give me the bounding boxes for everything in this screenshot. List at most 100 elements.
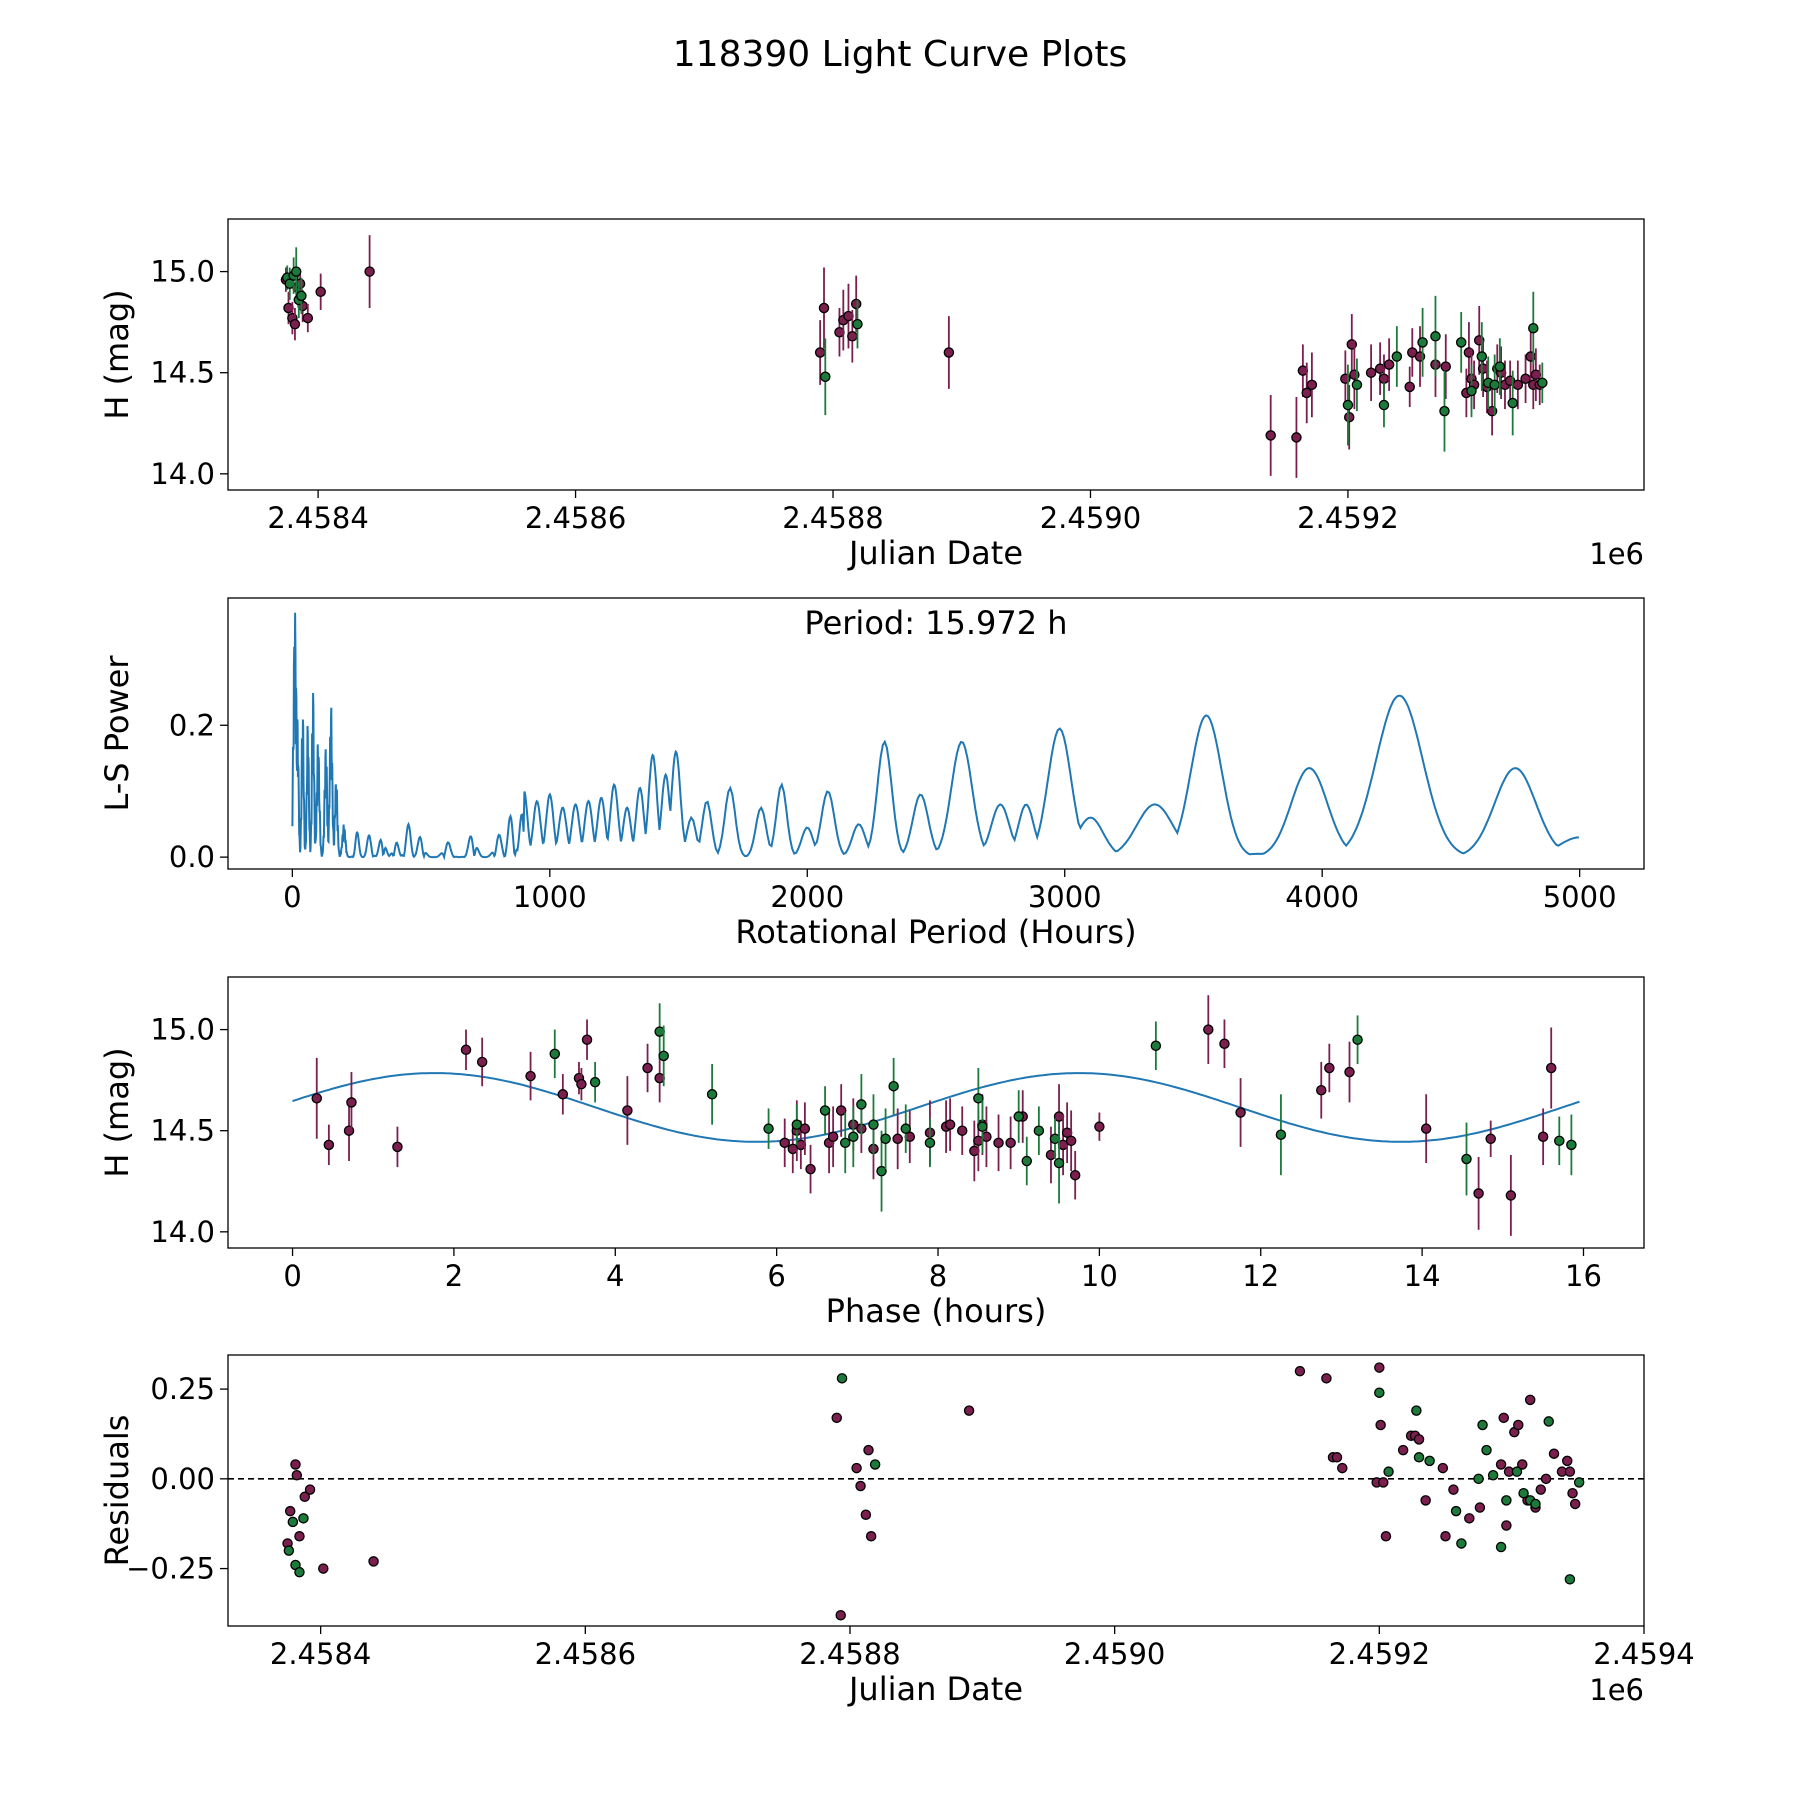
residuals-ylabel: Residuals bbox=[98, 1415, 136, 1567]
periodogram-ylabel: L-S Power bbox=[98, 655, 136, 812]
residuals-xtick-label: 2.4584 bbox=[270, 1637, 371, 1671]
phased-data-point bbox=[835, 1105, 847, 1116]
residuals-data-point bbox=[1383, 1466, 1394, 1477]
lightcurve-data-point bbox=[850, 298, 862, 310]
residuals-data-point bbox=[1437, 1462, 1449, 1474]
residuals-data-point bbox=[283, 1545, 295, 1556]
residuals-data-point bbox=[1374, 1387, 1385, 1398]
phased-data-point bbox=[827, 1131, 839, 1143]
lightcurve-data-point bbox=[814, 347, 826, 358]
phased-data-point bbox=[848, 1131, 859, 1143]
residuals-data-point bbox=[1530, 1498, 1541, 1510]
residuals-data-point bbox=[1375, 1419, 1386, 1431]
residuals-data-point bbox=[1424, 1455, 1435, 1467]
phased-data-point bbox=[977, 1121, 988, 1132]
phased-data-point bbox=[549, 1048, 561, 1060]
lightcurve-data-point bbox=[1537, 377, 1548, 389]
residuals-data-point bbox=[1413, 1434, 1425, 1445]
residuals-ytick-label: 0.00 bbox=[150, 1462, 215, 1496]
lightcurve-data-point bbox=[1430, 331, 1441, 342]
phased-data-point bbox=[791, 1119, 803, 1130]
phased-data-point bbox=[900, 1123, 911, 1134]
residuals-data-point bbox=[1413, 1452, 1425, 1463]
residuals-data-point bbox=[294, 1531, 305, 1542]
phased-data-point bbox=[476, 1056, 488, 1068]
lightcurve-data-point bbox=[1528, 322, 1539, 334]
residuals-xtick-label: 2.4588 bbox=[799, 1637, 900, 1671]
residuals-data-point bbox=[1411, 1405, 1422, 1416]
phased-data-point bbox=[576, 1078, 587, 1090]
residuals-data-point bbox=[298, 1513, 309, 1524]
lightcurve-xtick-label: 2.4584 bbox=[267, 501, 368, 535]
phased-xtick-label: 4 bbox=[606, 1259, 624, 1293]
periodogram-power-line bbox=[291, 612, 1579, 861]
phased-data-point bbox=[1235, 1107, 1246, 1118]
phased-ytick-label: 14.5 bbox=[150, 1114, 215, 1148]
residuals-ytick-label: −0.25 bbox=[126, 1552, 215, 1586]
residuals-data-point bbox=[1294, 1365, 1306, 1377]
phased-data-point bbox=[1065, 1135, 1077, 1147]
residuals-data-point bbox=[1397, 1444, 1409, 1456]
lightcurve-data-point bbox=[1455, 337, 1467, 348]
residuals-data-point bbox=[1448, 1484, 1459, 1495]
residuals-series-secondary bbox=[283, 1373, 1585, 1585]
phased-xtick-label: 0 bbox=[283, 1259, 301, 1293]
phased-data-point bbox=[763, 1123, 774, 1134]
phased-data-point bbox=[1545, 1062, 1557, 1074]
lightcurve-data-point bbox=[1378, 399, 1390, 411]
residuals-series-primary bbox=[282, 1362, 1581, 1621]
residuals-data-point bbox=[851, 1462, 862, 1474]
figure-title: 118390 Light Curve Plots bbox=[673, 34, 1127, 75]
residuals-data-point bbox=[1524, 1394, 1536, 1406]
phased-data-point bbox=[839, 1137, 851, 1149]
residuals-data-point bbox=[1464, 1513, 1475, 1524]
residuals-data-point bbox=[1321, 1373, 1332, 1384]
residuals-data-point bbox=[1498, 1412, 1509, 1424]
lightcurve-data-point bbox=[1306, 379, 1318, 391]
phased-data-point bbox=[392, 1141, 403, 1153]
residuals-data-point bbox=[1567, 1487, 1578, 1499]
residuals-data-point bbox=[368, 1556, 379, 1567]
periodogram-ytick-label: 0.0 bbox=[169, 840, 215, 874]
phased-ytick-label: 14.0 bbox=[150, 1215, 215, 1249]
phased-data-point bbox=[805, 1163, 816, 1175]
phased-data-point bbox=[1344, 1066, 1355, 1078]
phased-data-point bbox=[1352, 1034, 1363, 1045]
residuals-data-point bbox=[1548, 1448, 1560, 1459]
phased-data-point bbox=[1053, 1157, 1065, 1169]
residuals-ytick-label: 0.25 bbox=[150, 1372, 215, 1406]
residuals-data-point bbox=[1569, 1498, 1581, 1510]
residuals-data-point bbox=[855, 1480, 866, 1492]
phased-data-point bbox=[1275, 1129, 1287, 1140]
periodogram-period-annotation: Period: 15.972 h bbox=[804, 604, 1067, 642]
periodogram-xtick-label: 2000 bbox=[770, 880, 844, 914]
lightcurve-data-point bbox=[1343, 411, 1355, 423]
residuals-data-point bbox=[1380, 1531, 1392, 1542]
phased-data-point bbox=[557, 1089, 569, 1100]
phased-data-point bbox=[1150, 1040, 1162, 1052]
residuals-data-point bbox=[1564, 1466, 1576, 1477]
lightcurve-data-point bbox=[1342, 399, 1354, 411]
phased-data-point bbox=[1203, 1024, 1214, 1035]
residuals-data-point bbox=[835, 1609, 846, 1621]
periodogram-xtick-label: 0 bbox=[283, 880, 301, 914]
phased-xtick-label: 10 bbox=[1081, 1259, 1118, 1293]
phased-data-point bbox=[819, 1105, 831, 1116]
lightcurve-data-point bbox=[1512, 379, 1524, 391]
residuals-data-point bbox=[1456, 1538, 1467, 1549]
periodogram-chart: 0 1000 2000 3000 4000 5000 0.0 0.2 Rotational Pe… bbox=[98, 597, 1645, 951]
lightcurve-ylabel: H (mag) bbox=[98, 289, 136, 419]
phased-data-point bbox=[868, 1119, 879, 1130]
residuals-xtick-label: 2.4590 bbox=[1064, 1637, 1165, 1671]
phased-data-point bbox=[1013, 1111, 1024, 1122]
residuals-xtick-label: 2.4586 bbox=[535, 1637, 636, 1671]
lightcurve-data-point bbox=[1494, 361, 1506, 372]
residuals-data-point bbox=[1518, 1487, 1529, 1499]
lightcurve-xlabel: Julian Date bbox=[847, 534, 1023, 572]
phased-data-point bbox=[1505, 1190, 1517, 1201]
periodogram-plot-area bbox=[291, 612, 1579, 861]
phased-data-point bbox=[973, 1093, 984, 1104]
lightcurve-xtick-label: 2.4590 bbox=[1040, 501, 1141, 535]
residuals-data-point bbox=[1477, 1419, 1488, 1431]
subplots: 2.4584 2.4586 2.4588 2.4590 2.4592 14.0 14.5 15… bbox=[98, 218, 1695, 1708]
